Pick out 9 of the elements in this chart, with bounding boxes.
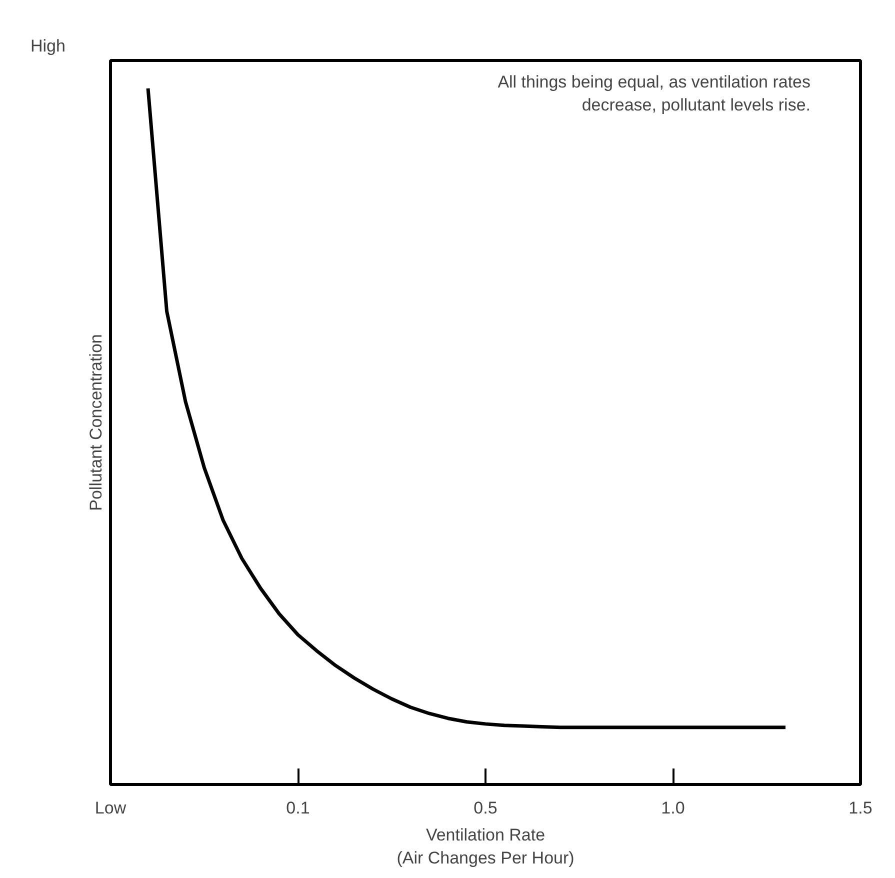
x-tick-label: 1.5 — [848, 798, 872, 818]
y-axis-title: Pollutant Concentration — [86, 334, 106, 511]
x-axis-title: Ventilation Rate (Air Changes Per Hour) — [396, 826, 574, 868]
x-tick-label: 1.0 — [661, 798, 685, 818]
x-tick-label: Low — [94, 798, 127, 818]
x-tick-label: 0.1 — [286, 798, 310, 818]
x-tick-label: 0.5 — [474, 798, 498, 818]
annotation: All things being equal, as ventilation rates decrease, pollutant levels rise. — [498, 72, 811, 114]
text: High — [30, 36, 66, 56]
